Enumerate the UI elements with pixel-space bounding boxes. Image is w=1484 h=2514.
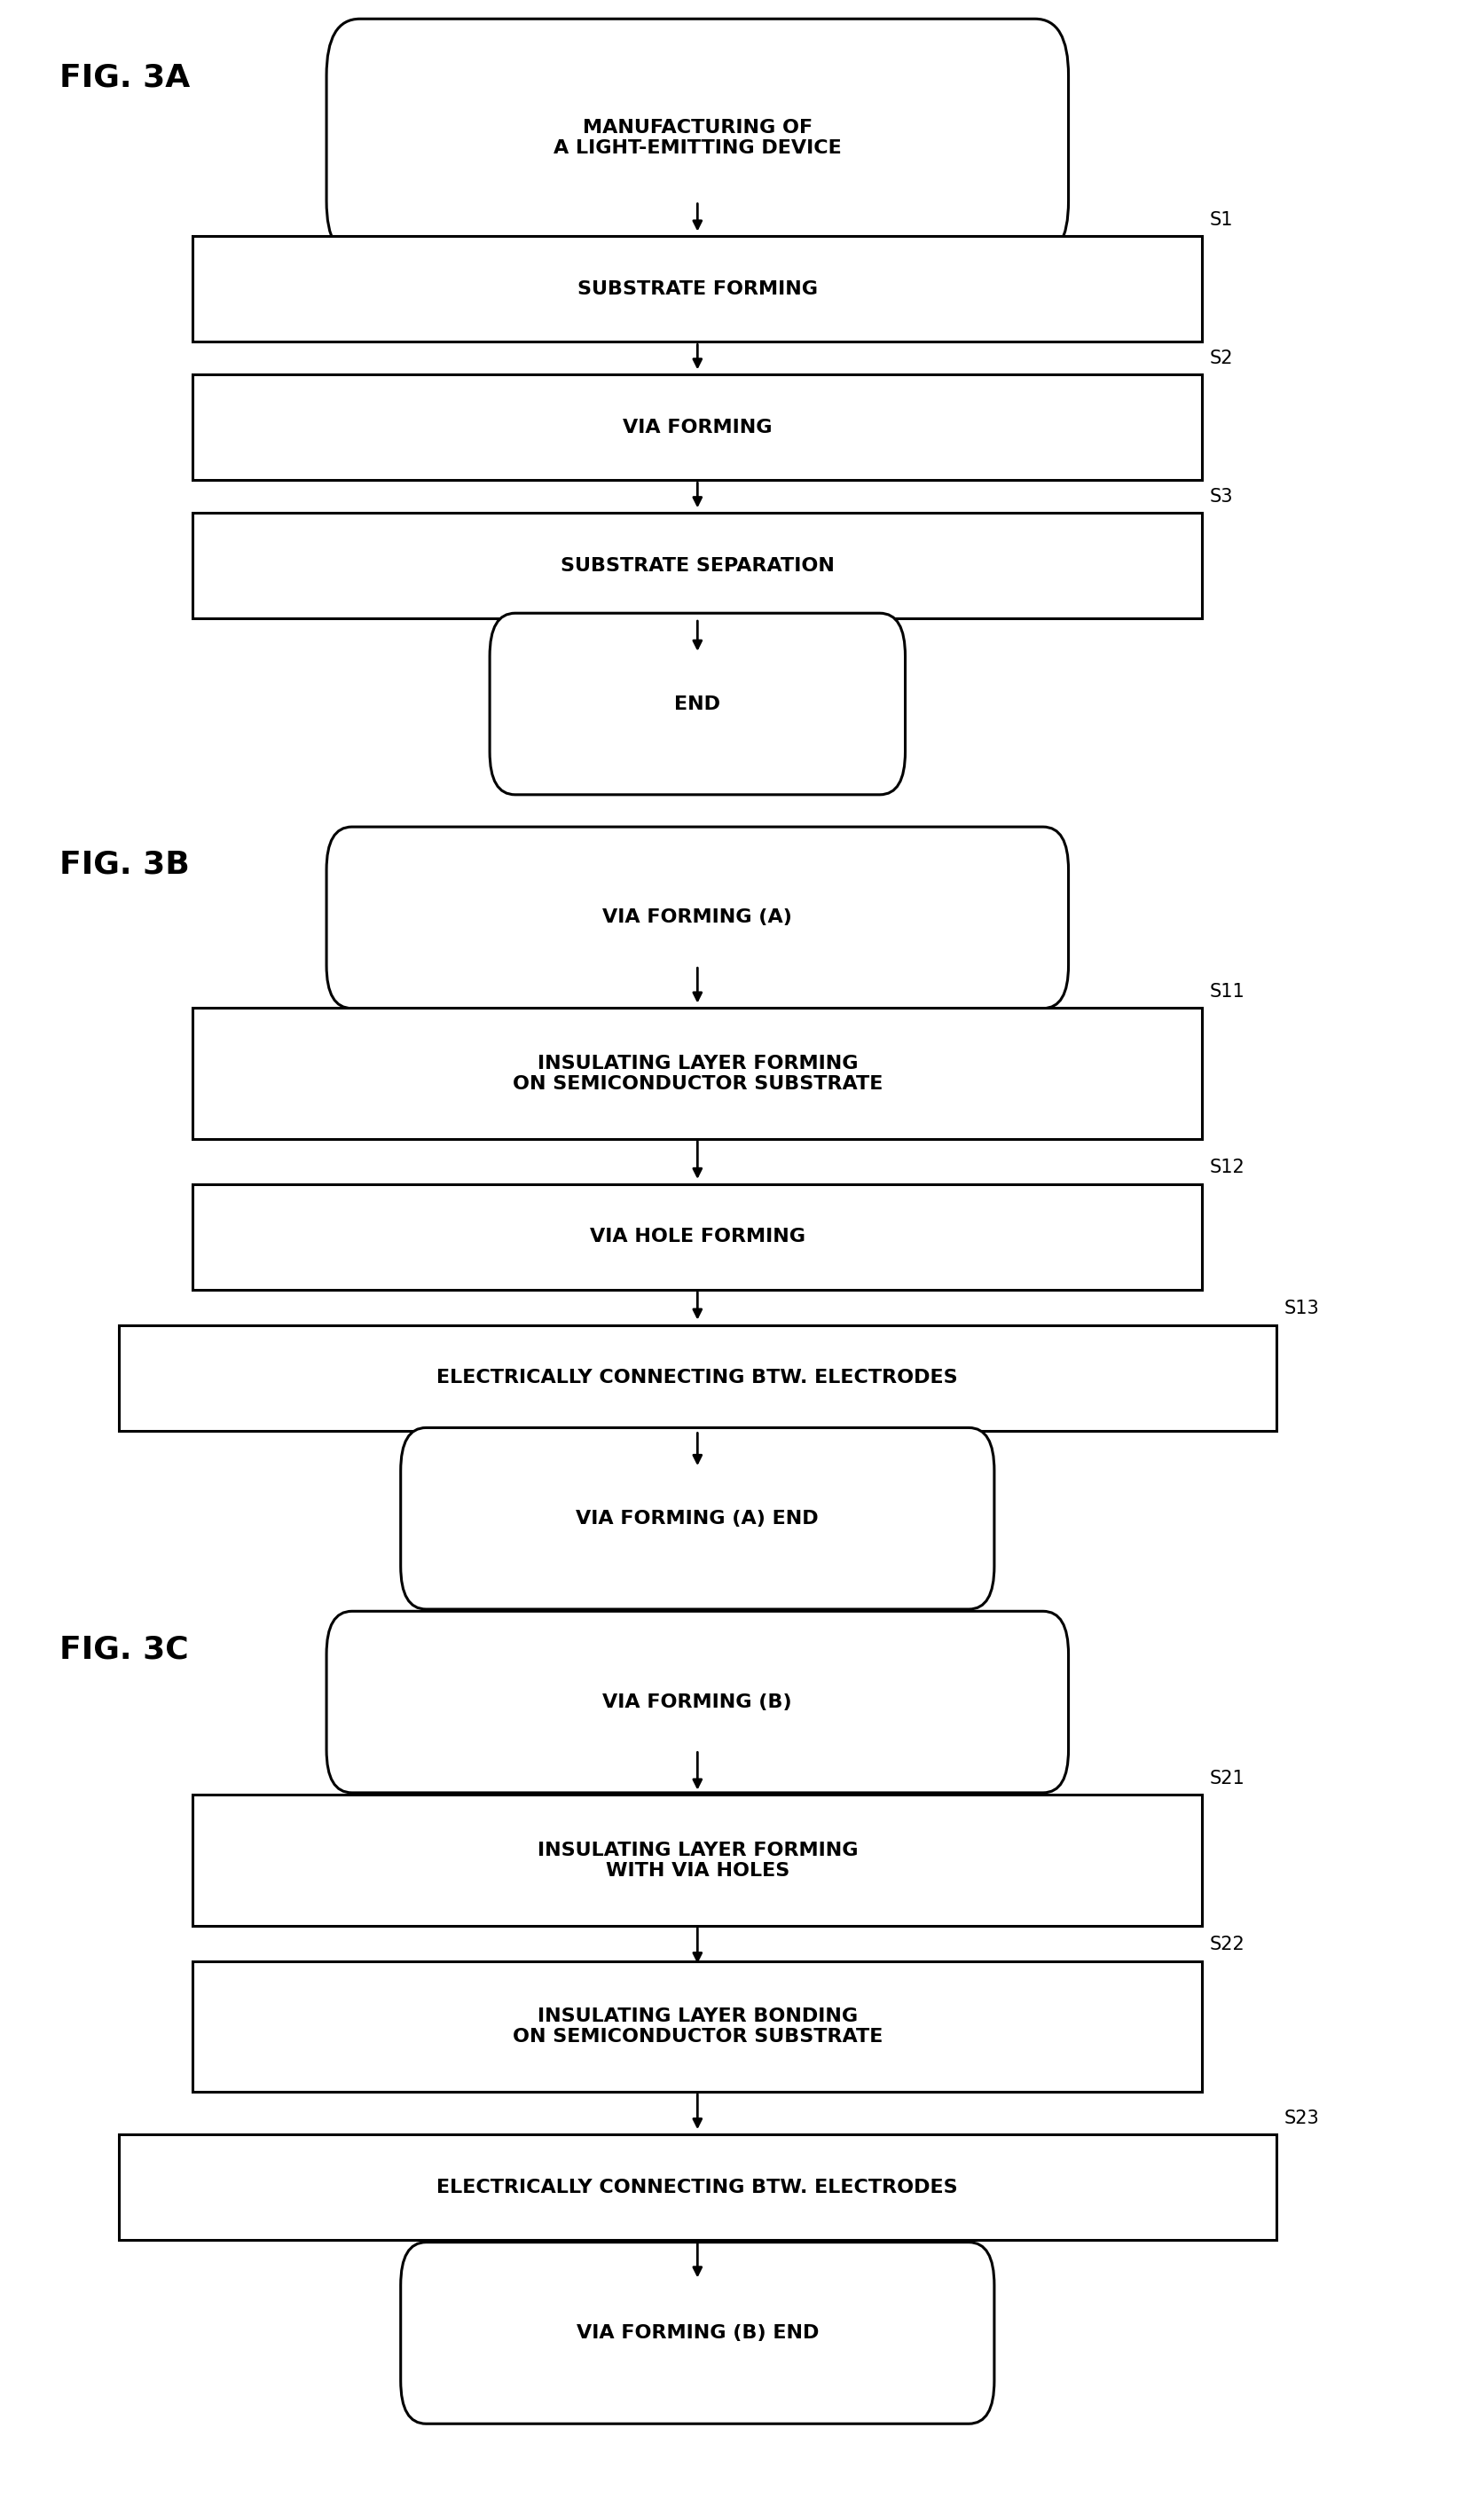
- Text: S23: S23: [1284, 2109, 1319, 2127]
- Text: VIA FORMING: VIA FORMING: [623, 417, 772, 437]
- Text: VIA FORMING (B): VIA FORMING (B): [603, 1692, 792, 1712]
- FancyBboxPatch shape: [193, 1961, 1202, 2092]
- FancyBboxPatch shape: [401, 1428, 994, 1609]
- Text: S12: S12: [1209, 1159, 1245, 1177]
- Text: VIA HOLE FORMING: VIA HOLE FORMING: [589, 1227, 806, 1247]
- Text: INSULATING LAYER FORMING
ON SEMICONDUCTOR SUBSTRATE: INSULATING LAYER FORMING ON SEMICONDUCTO…: [512, 1053, 883, 1094]
- FancyBboxPatch shape: [193, 236, 1202, 342]
- FancyBboxPatch shape: [193, 513, 1202, 618]
- FancyBboxPatch shape: [193, 375, 1202, 480]
- Text: S13: S13: [1284, 1300, 1319, 1317]
- Text: S21: S21: [1209, 1770, 1245, 1787]
- FancyBboxPatch shape: [326, 1611, 1068, 1792]
- Text: VIA FORMING (A): VIA FORMING (A): [603, 908, 792, 928]
- Text: MANUFACTURING OF
A LIGHT-EMITTING DEVICE: MANUFACTURING OF A LIGHT-EMITTING DEVICE: [554, 118, 841, 158]
- FancyBboxPatch shape: [119, 1325, 1276, 1430]
- Text: VIA FORMING (B) END: VIA FORMING (B) END: [576, 2323, 819, 2343]
- FancyBboxPatch shape: [193, 1795, 1202, 1926]
- Text: FIG. 3C: FIG. 3C: [59, 1634, 188, 1664]
- Text: INSULATING LAYER BONDING
ON SEMICONDUCTOR SUBSTRATE: INSULATING LAYER BONDING ON SEMICONDUCTO…: [512, 2006, 883, 2046]
- Text: S2: S2: [1209, 349, 1233, 367]
- Text: INSULATING LAYER FORMING
WITH VIA HOLES: INSULATING LAYER FORMING WITH VIA HOLES: [537, 1840, 858, 1880]
- Text: ELECTRICALLY CONNECTING BTW. ELECTRODES: ELECTRICALLY CONNECTING BTW. ELECTRODES: [436, 2177, 959, 2197]
- FancyBboxPatch shape: [193, 1008, 1202, 1139]
- Text: END: END: [674, 694, 721, 714]
- FancyBboxPatch shape: [490, 613, 905, 794]
- Text: S11: S11: [1209, 983, 1245, 1001]
- Text: SUBSTRATE FORMING: SUBSTRATE FORMING: [577, 279, 818, 299]
- Text: S3: S3: [1209, 488, 1233, 505]
- FancyBboxPatch shape: [401, 2242, 994, 2423]
- Text: VIA FORMING (A) END: VIA FORMING (A) END: [576, 1508, 819, 1529]
- Text: S22: S22: [1209, 1936, 1245, 1953]
- Text: ELECTRICALLY CONNECTING BTW. ELECTRODES: ELECTRICALLY CONNECTING BTW. ELECTRODES: [436, 1368, 959, 1388]
- Text: S1: S1: [1209, 211, 1233, 229]
- Text: FIG. 3B: FIG. 3B: [59, 850, 190, 880]
- FancyBboxPatch shape: [326, 827, 1068, 1008]
- FancyBboxPatch shape: [326, 18, 1068, 259]
- FancyBboxPatch shape: [193, 1184, 1202, 1290]
- Text: SUBSTRATE SEPARATION: SUBSTRATE SEPARATION: [561, 556, 834, 576]
- FancyBboxPatch shape: [119, 2134, 1276, 2240]
- Text: FIG. 3A: FIG. 3A: [59, 63, 190, 93]
